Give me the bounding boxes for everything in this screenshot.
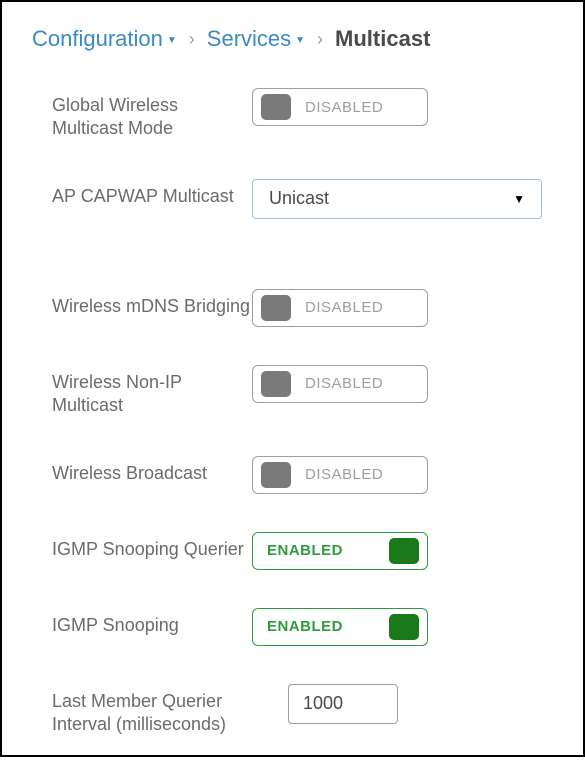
toggle-wireless-mdns-bridging[interactable]: DISABLED — [252, 289, 428, 327]
breadcrumb-configuration[interactable]: Configuration ▼ — [32, 26, 177, 52]
setting-label: Wireless Non-IP Multicast — [52, 365, 252, 418]
breadcrumb-separator: › — [317, 29, 323, 50]
toggle-text: ENABLED — [267, 542, 343, 559]
select-ap-capwap-multicast[interactable]: Unicast ▼ — [252, 179, 542, 219]
toggle-text: DISABLED — [305, 99, 383, 116]
toggle-igmp-snooping[interactable]: ENABLED — [252, 608, 428, 646]
setting-wireless-broadcast: Wireless Broadcast DISABLED — [52, 456, 553, 494]
setting-label: AP CAPWAP Multicast — [52, 179, 252, 208]
toggle-wireless-broadcast[interactable]: DISABLED — [252, 456, 428, 494]
setting-label: Wireless mDNS Bridging — [52, 289, 252, 318]
toggle-text: DISABLED — [305, 466, 383, 483]
toggle-knob-icon — [261, 371, 291, 397]
toggle-global-wireless-multicast-mode[interactable]: DISABLED — [252, 88, 428, 126]
breadcrumb-label: Services — [207, 26, 291, 52]
toggle-text: DISABLED — [305, 375, 383, 392]
toggle-knob-icon — [261, 94, 291, 120]
breadcrumb-current: Multicast — [335, 26, 430, 52]
breadcrumb-separator: › — [189, 29, 195, 50]
setting-label: IGMP Snooping Querier — [52, 532, 252, 561]
setting-label: Global Wireless Multicast Mode — [52, 88, 252, 141]
setting-label: IGMP Snooping — [52, 608, 252, 637]
setting-igmp-snooping: IGMP Snooping ENABLED — [52, 608, 553, 646]
toggle-knob-icon — [261, 295, 291, 321]
setting-ap-capwap-multicast: AP CAPWAP Multicast Unicast ▼ — [52, 179, 553, 219]
setting-igmp-snooping-querier: IGMP Snooping Querier ENABLED — [52, 532, 553, 570]
toggle-igmp-snooping-querier[interactable]: ENABLED — [252, 532, 428, 570]
input-last-member-querier-interval[interactable] — [288, 684, 398, 724]
setting-label: Wireless Broadcast — [52, 456, 252, 485]
toggle-knob-icon — [389, 614, 419, 640]
toggle-knob-icon — [261, 462, 291, 488]
breadcrumb-services[interactable]: Services ▼ — [207, 26, 305, 52]
select-value: Unicast — [269, 188, 329, 209]
chevron-down-icon: ▼ — [167, 35, 177, 46]
setting-last-member-querier-interval: Last Member Querier Interval (millisecon… — [52, 684, 553, 737]
setting-wireless-mdns-bridging: Wireless mDNS Bridging DISABLED — [52, 289, 553, 327]
setting-global-wireless-multicast-mode: Global Wireless Multicast Mode DISABLED — [52, 88, 553, 141]
chevron-down-icon: ▼ — [295, 35, 305, 46]
toggle-wireless-non-ip-multicast[interactable]: DISABLED — [252, 365, 428, 403]
setting-label: Last Member Querier Interval (millisecon… — [52, 684, 252, 737]
chevron-down-icon: ▼ — [513, 192, 525, 206]
settings-panel: Global Wireless Multicast Mode DISABLED … — [32, 88, 553, 774]
setting-wireless-non-ip-multicast: Wireless Non-IP Multicast DISABLED — [52, 365, 553, 418]
breadcrumb-label: Configuration — [32, 26, 163, 52]
toggle-text: ENABLED — [267, 618, 343, 635]
breadcrumb: Configuration ▼ › Services ▼ › Multicast — [32, 26, 553, 52]
toggle-knob-icon — [389, 538, 419, 564]
toggle-text: DISABLED — [305, 299, 383, 316]
